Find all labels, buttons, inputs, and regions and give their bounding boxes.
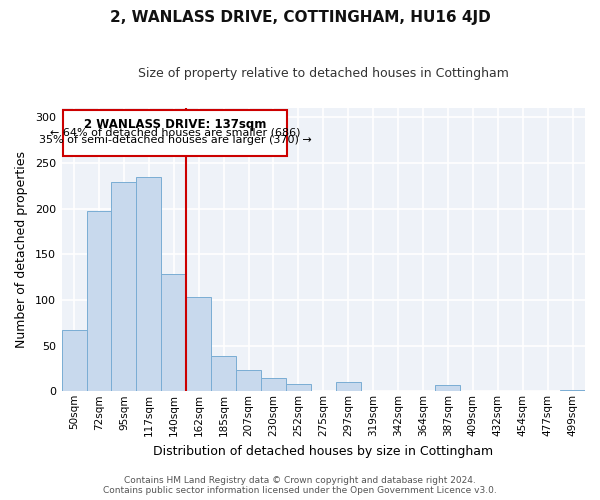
Bar — [186, 297, 211, 392]
Title: Size of property relative to detached houses in Cottingham: Size of property relative to detached ho… — [138, 68, 509, 80]
Bar — [336, 382, 361, 392]
Bar — [236, 370, 261, 392]
Bar — [211, 356, 236, 392]
Text: 2, WANLASS DRIVE, COTTINGHAM, HU16 4JD: 2, WANLASS DRIVE, COTTINGHAM, HU16 4JD — [110, 10, 490, 25]
Text: 2 WANLASS DRIVE: 137sqm: 2 WANLASS DRIVE: 137sqm — [84, 118, 266, 131]
Bar — [112, 182, 136, 392]
Text: Contains HM Land Registry data © Crown copyright and database right 2024.
Contai: Contains HM Land Registry data © Crown c… — [103, 476, 497, 495]
Bar — [560, 390, 585, 392]
Text: ← 64% of detached houses are smaller (686): ← 64% of detached houses are smaller (68… — [50, 127, 300, 137]
X-axis label: Distribution of detached houses by size in Cottingham: Distribution of detached houses by size … — [153, 444, 493, 458]
Bar — [62, 330, 86, 392]
Bar — [161, 274, 186, 392]
Y-axis label: Number of detached properties: Number of detached properties — [15, 151, 28, 348]
Bar — [136, 176, 161, 392]
Bar — [436, 385, 460, 392]
Bar — [261, 378, 286, 392]
Text: 35% of semi-detached houses are larger (370) →: 35% of semi-detached houses are larger (… — [38, 136, 311, 145]
Bar — [286, 384, 311, 392]
FancyBboxPatch shape — [63, 110, 287, 156]
Bar — [86, 212, 112, 392]
